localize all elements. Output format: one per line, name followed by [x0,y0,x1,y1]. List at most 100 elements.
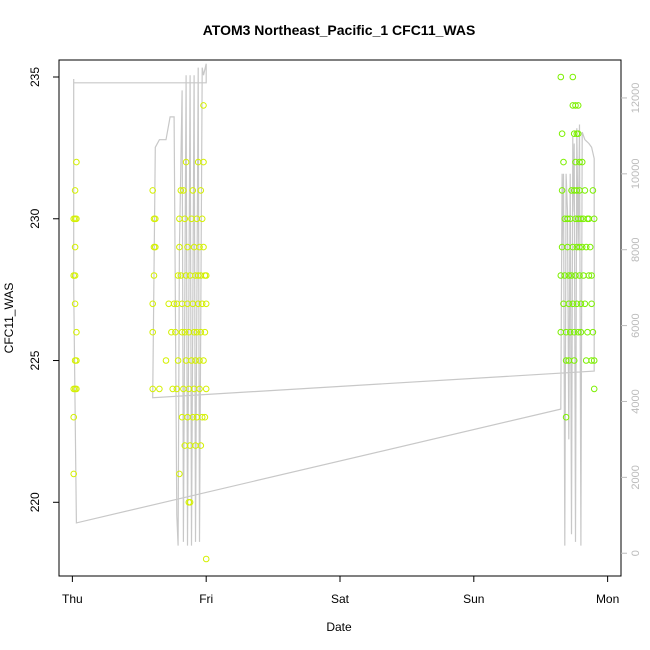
data-point [156,385,163,393]
data-point [572,272,579,279]
data-point [202,300,210,308]
y-axis: 220 225 230 235 [28,67,59,512]
y-axis-label: CFC11_WAS [2,283,16,354]
data-point [190,328,198,336]
x-axis: Thu Fri Sat Sun Mon [62,576,619,606]
data-point [557,272,565,279]
data-point [197,328,205,336]
data-point [174,272,182,279]
data-point [573,300,581,308]
data-point [577,328,585,336]
data-point [73,385,80,393]
data-point [201,328,209,336]
data-point [197,442,205,449]
data-point [198,413,206,421]
data-point [178,300,186,308]
data-point [589,328,597,336]
data-point [576,272,583,279]
data-point [196,357,203,364]
data-point [182,272,190,279]
data-point [562,328,570,336]
data-point [178,328,186,336]
chart-title: ATOM3 Northeast_Pacific_1 CFC11_WAS [203,22,476,38]
data-point [202,272,210,279]
x-axis-label: Date [326,620,352,634]
data-point [562,413,570,421]
data-point [200,158,207,166]
data-point [569,300,577,308]
data-point [71,272,79,279]
data-point [73,215,80,223]
data-point [197,187,205,194]
x-tick-label: Sun [463,592,484,606]
data-point [182,158,190,166]
data-point [150,272,158,279]
data-point [572,158,579,166]
data-point [188,357,195,364]
data-point [181,328,189,336]
data-point [570,357,578,364]
data-point [173,385,181,393]
data-point [189,187,197,194]
data-point [152,215,159,223]
data-point [73,357,80,364]
y-tick-label: 220 [28,492,42,512]
data-point [200,102,207,109]
data-point [574,102,582,109]
data-point [577,215,585,223]
data-point [581,300,589,308]
x-tick-label: Thu [62,592,83,606]
data-point [169,385,176,393]
y-tick-label: 230 [28,208,42,228]
data-point [576,243,583,251]
data-point [71,243,79,251]
data-point [574,130,582,137]
data-point [578,158,586,166]
data-point [576,158,583,166]
data-point [582,243,590,251]
data-point [198,215,206,223]
x-tick-label: Fri [199,592,213,606]
data-point [565,272,573,279]
data-point [200,243,207,251]
y2-tick-label: 2000 [630,465,642,489]
data-point [71,187,79,194]
data-point [70,470,77,478]
data-point [189,413,197,421]
data-point [184,300,191,308]
data-point [585,272,593,279]
data-point [577,300,585,308]
data-point [149,187,156,194]
data-point [588,357,595,364]
data-point [181,215,189,223]
y2-tick-label: 4000 [630,389,642,413]
data-point [570,130,578,137]
data-point [149,300,156,308]
data-point [582,357,590,364]
data-point [149,385,156,393]
y2-tick-label: 10000 [630,159,642,190]
data-point [584,328,591,336]
data-point [586,243,594,251]
data-point [590,215,598,223]
y2-tick-label: 6000 [630,313,642,337]
data-point [165,300,172,308]
data-point [176,470,183,478]
data-point [570,328,578,336]
y2-tick-label: 0 [630,550,642,556]
data-point [184,243,191,251]
data-point [149,328,156,336]
data-point [202,555,210,563]
data-point [581,187,589,194]
data-point [196,243,203,251]
data-point [564,215,571,223]
data-point [194,272,202,279]
y-tick-label: 235 [28,67,42,87]
data-point [177,187,185,194]
data-point [566,328,574,336]
data-point [573,187,581,194]
data-point [170,300,178,308]
data-point [202,385,210,393]
data-points [70,73,598,563]
